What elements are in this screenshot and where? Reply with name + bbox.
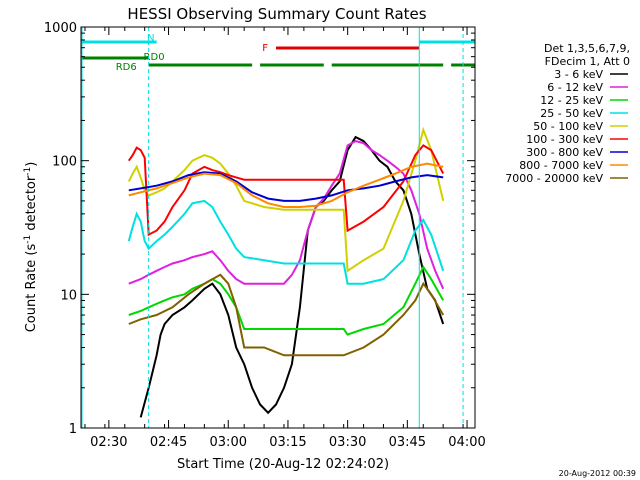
x-tick-label: 04:00 (448, 435, 485, 450)
legend-item-label: 50 - 100 keV (533, 120, 603, 133)
series-25-50-kev (127, 199, 445, 285)
y-tick-label: 1 (69, 422, 77, 437)
legend: Det 1,3,5,6,7,9,FDecim 1, Att 03 - 6 keV… (505, 42, 630, 185)
x-tick-label: 03:15 (269, 435, 306, 450)
x-axis-label: Start Time (20-Aug-12 02:24:02) (177, 457, 389, 472)
plot-frame (80, 26, 476, 429)
state-bar-label-n: N (147, 33, 154, 44)
timestamp: 20-Aug-2012 00:39 (559, 469, 636, 478)
y-axis-label-mid: detector (24, 175, 39, 235)
y-tick-label: 10 (60, 288, 77, 303)
x-tick-label: 02:45 (150, 435, 187, 450)
legend-item-label: 300 - 800 keV (526, 146, 603, 159)
x-tick-label: 03:30 (329, 435, 366, 450)
y-axis-label-end: ) (24, 162, 39, 167)
legend-header-line: Det 1,3,5,6,7,9, (544, 42, 630, 55)
state-bar-label-rd0: RD0 (144, 52, 165, 63)
series-7000-20000-kev (128, 273, 445, 357)
state-bar-label-rd6: RD6 (116, 62, 137, 73)
legend-item-label: 3 - 6 keV (554, 68, 603, 81)
x-tick-label: 02:30 (90, 435, 127, 450)
x-tick-label: 03:45 (389, 435, 426, 450)
y-tick-label: 100 (52, 155, 77, 170)
y-tick-label: 1000 (44, 21, 77, 36)
series-3-6-kev (139, 135, 445, 418)
y-axis-label-main: Count Rate (s (24, 244, 39, 333)
legend-item-label: 25 - 50 keV (540, 107, 603, 120)
state-bar-label-f: F (262, 43, 268, 54)
y-axis-label: Count Rate (s-1 detector-1) (23, 162, 39, 333)
legend-item-label: 12 - 25 keV (540, 94, 603, 107)
legend-item-label: 6 - 12 keV (547, 81, 603, 94)
legend-item-label: 800 - 7000 keV (519, 159, 603, 172)
legend-item-label: 7000 - 20000 keV (505, 172, 603, 185)
series-300-800-kev (128, 171, 444, 202)
vertical-markers-layer (81, 27, 464, 428)
series-layer (127, 126, 445, 418)
legend-header-line: FDecim 1, Att 0 (545, 55, 630, 68)
series-6-12-kev (128, 140, 445, 290)
series-100-300-kev (127, 144, 445, 237)
y-axis-label-sup1: -1 (23, 235, 33, 244)
x-tick-label: 03:00 (210, 435, 247, 450)
series-800-7000-kev (128, 162, 444, 208)
series-12-25-kev (128, 264, 445, 336)
chart-title: HESSI Observing Summary Count Rates (127, 5, 426, 23)
legend-item-label: 100 - 300 keV (526, 133, 603, 146)
y-axis-label-sup2: -1 (23, 167, 33, 176)
